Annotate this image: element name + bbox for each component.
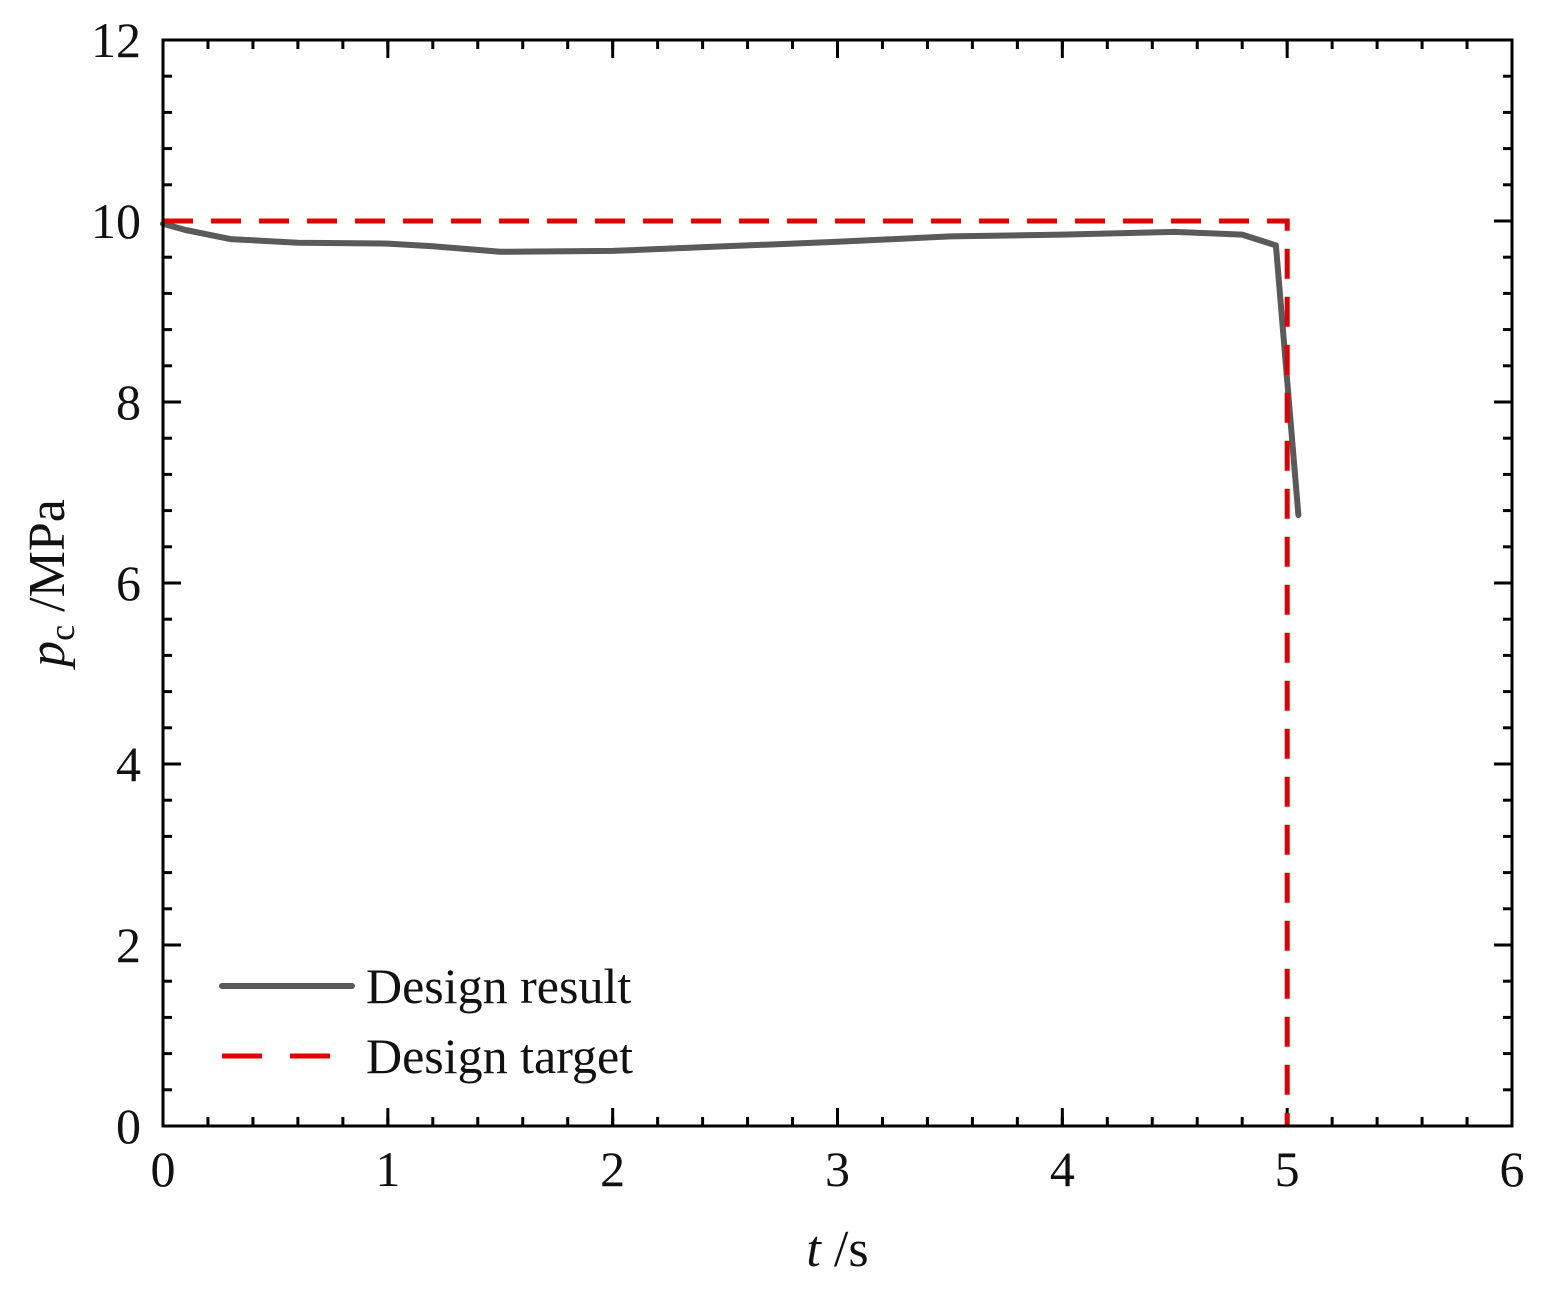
x-axis-variable: t (806, 1221, 822, 1278)
y-axis-subscript: c (42, 625, 82, 641)
legend: Design result Design target (219, 958, 633, 1084)
y-tick-label: 10 (91, 193, 141, 249)
y-tick-label: 4 (116, 736, 141, 792)
x-axis-label: t /s (806, 1221, 868, 1278)
legend-label: Design result (366, 958, 631, 1014)
series-layer (160, 218, 1302, 1126)
x-tick-label: 2 (600, 1141, 625, 1197)
y-axis-unit: /MPa (19, 499, 76, 625)
y-tick-label: 8 (116, 374, 141, 430)
y-tick-label: 12 (91, 12, 141, 68)
x-tick-label: 5 (1275, 1141, 1300, 1197)
x-tick-label: 6 (1500, 1141, 1525, 1197)
y-tick-label: 0 (116, 1098, 141, 1154)
series-line-design-target (163, 218, 1290, 1126)
x-tick-label: 4 (1050, 1141, 1075, 1197)
y-axis-label: pc /MPa (19, 499, 82, 671)
y-tick-label: 2 (116, 917, 141, 973)
plot-frame (161, 38, 1514, 1128)
x-tick-label: 1 (375, 1141, 400, 1197)
legend-label: Design target (366, 1028, 633, 1084)
x-axis-unit: /s (821, 1221, 869, 1278)
y-axis-variable: p (19, 641, 76, 671)
x-tick-label: 3 (825, 1141, 850, 1197)
series-line-design-result (160, 220, 1302, 519)
x-tick-label: 0 (151, 1141, 176, 1197)
y-tick-label: 6 (116, 555, 141, 611)
